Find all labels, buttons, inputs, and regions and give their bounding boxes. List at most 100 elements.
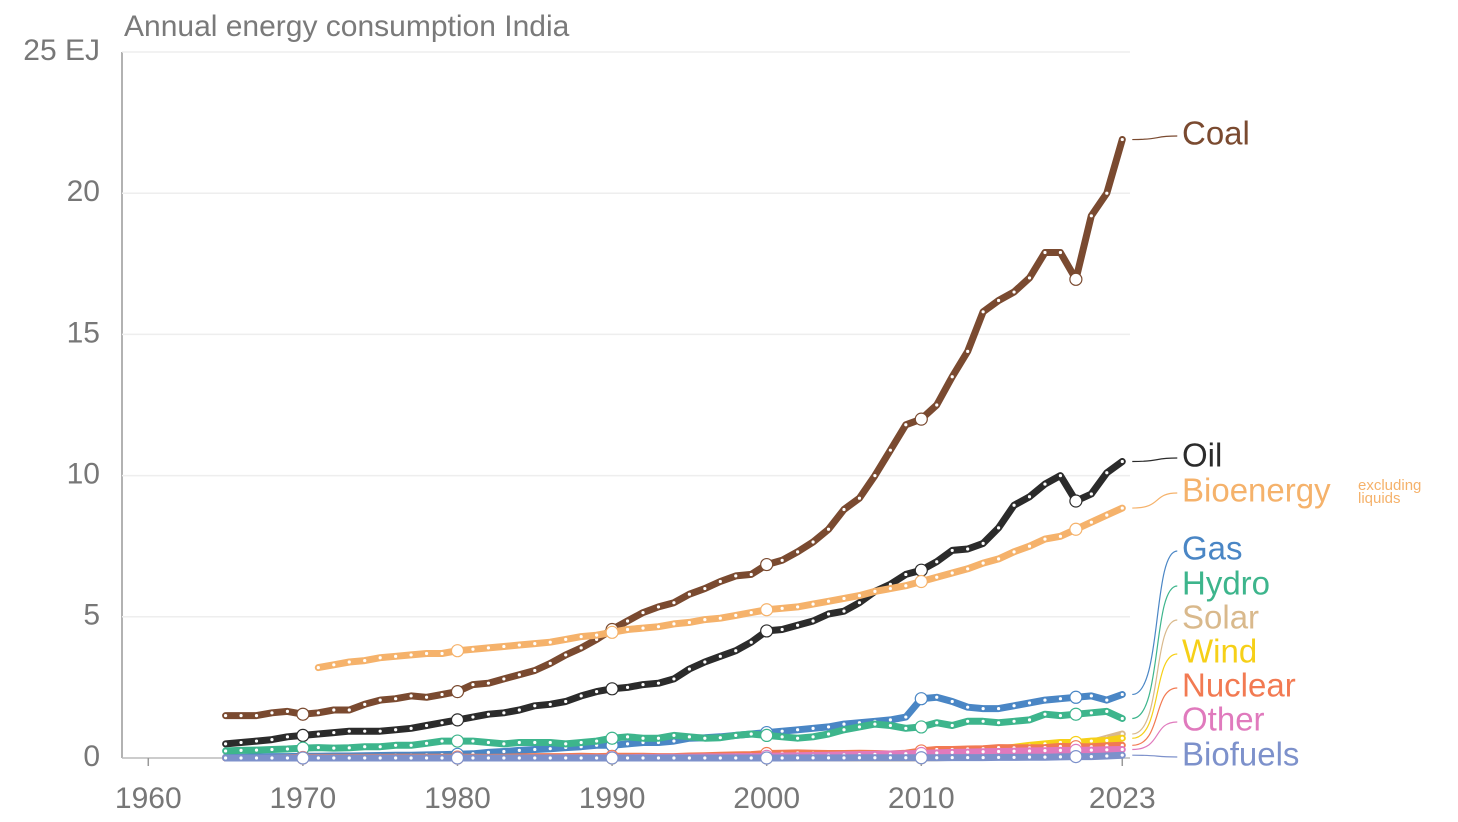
data-point: [517, 740, 521, 745]
data-point: [440, 651, 444, 656]
data-point: [332, 663, 336, 667]
data-point: [378, 745, 382, 749]
data-point: [595, 739, 599, 743]
data-point: [796, 736, 800, 740]
data-point: [1043, 482, 1047, 486]
data-point: [254, 714, 259, 718]
data-point: [749, 756, 753, 760]
data-point: [718, 616, 722, 620]
data-point: [409, 726, 413, 730]
data-point: [718, 756, 722, 760]
data-point: [703, 618, 707, 622]
data-point: [409, 694, 413, 698]
data-point: [517, 708, 521, 712]
y-tick-label: 10: [67, 458, 100, 491]
data-point: [579, 694, 583, 698]
data-point: [502, 644, 506, 649]
data-point: [409, 653, 413, 657]
data-point: [1027, 495, 1032, 499]
data-point: [703, 660, 707, 664]
data-point: [966, 547, 970, 551]
data-point: [780, 735, 784, 739]
data-point: [760, 624, 774, 638]
data-point: [394, 756, 398, 760]
data-point: [285, 756, 290, 760]
data-point: [363, 702, 367, 706]
data-point: [1089, 711, 1093, 715]
data-point: [440, 739, 444, 743]
data-point: [1105, 471, 1109, 475]
data-point: [966, 755, 970, 760]
data-point: [1058, 250, 1063, 255]
data-point: [641, 682, 645, 687]
data-point: [1105, 191, 1109, 195]
data-point: [347, 708, 351, 712]
data-point: [363, 756, 367, 760]
data-point: [1089, 754, 1093, 759]
data-point: [734, 613, 738, 617]
data-point: [1043, 537, 1047, 541]
data-point: [1043, 712, 1047, 716]
data-point: [502, 742, 506, 746]
data-point: [796, 550, 800, 554]
data-point: [1012, 749, 1016, 753]
data-point: [316, 666, 320, 670]
data-point: [672, 601, 676, 605]
y-tick-label: 20: [67, 175, 100, 208]
data-point: [914, 692, 928, 706]
data-point: [1027, 544, 1032, 548]
data-point: [440, 692, 444, 697]
data-point: [996, 557, 1001, 561]
data-point: [966, 705, 970, 709]
data-point: [347, 746, 351, 750]
data-point: [378, 656, 382, 660]
data-point: [486, 740, 491, 745]
data-point: [564, 637, 568, 641]
data-point: [440, 756, 444, 760]
data-point: [935, 721, 939, 725]
data-point: [780, 627, 784, 632]
data-point: [239, 748, 243, 752]
data-point: [687, 592, 691, 596]
data-point: [285, 747, 290, 751]
data-point: [471, 739, 475, 743]
data-point: [888, 756, 892, 760]
data-point: [440, 721, 444, 725]
data-point: [316, 756, 320, 760]
x-tick-label: 1960: [115, 782, 182, 815]
data-point: [811, 735, 815, 739]
data-point: [996, 749, 1001, 754]
data-point: [316, 711, 320, 715]
data-point: [904, 423, 908, 427]
data-point: [996, 755, 1001, 760]
data-point: [1043, 755, 1047, 759]
data-point: [625, 627, 630, 632]
data-point: [533, 668, 537, 673]
data-point: [270, 756, 274, 760]
data-point: [888, 718, 892, 722]
data-point: [517, 673, 521, 677]
data-point: [687, 756, 691, 760]
data-point: [239, 740, 243, 745]
data-point: [595, 756, 599, 760]
x-tick-label: 2000: [733, 782, 800, 815]
data-point: [1043, 250, 1047, 255]
data-point: [842, 722, 846, 726]
data-point: [285, 709, 290, 714]
data-point: [734, 649, 738, 653]
data-point: [641, 610, 645, 615]
label-connector: [1132, 135, 1178, 141]
chart-title: Annual energy consumption India: [124, 10, 570, 43]
annotation: liquids: [1358, 490, 1401, 507]
data-point: [471, 715, 475, 719]
data-point: [548, 756, 552, 760]
data-point: [950, 548, 954, 553]
data-point: [935, 751, 939, 755]
data-point: [378, 756, 382, 760]
data-point: [734, 756, 738, 760]
data-point: [826, 732, 831, 736]
data-point: [981, 541, 985, 545]
series-label: Hydro: [1182, 565, 1270, 602]
series-label: Wind: [1182, 633, 1257, 670]
